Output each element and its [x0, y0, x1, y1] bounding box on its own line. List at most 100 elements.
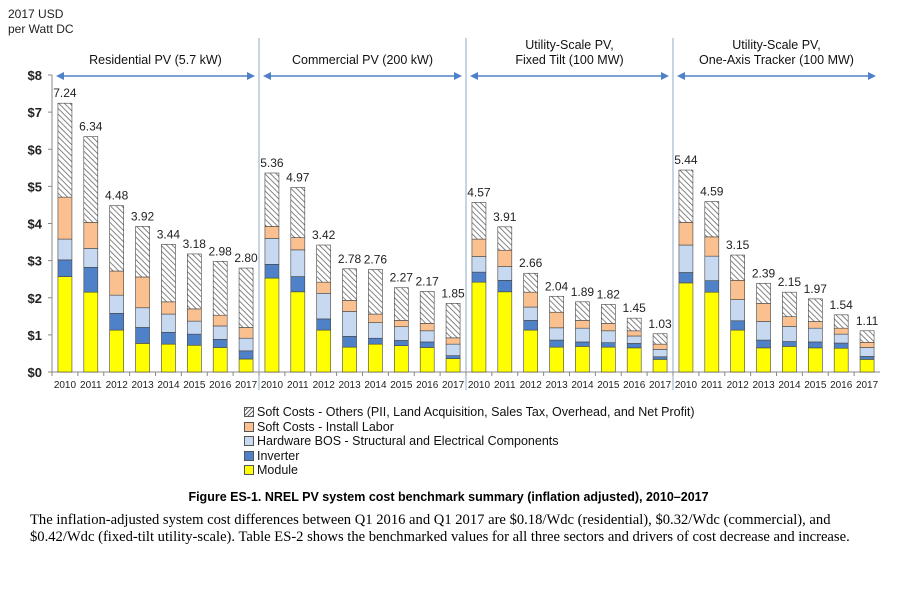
legend-item-others: Soft Costs - Others (PII, Land Acquisiti… — [244, 405, 694, 420]
bar-segment-module — [342, 346, 357, 373]
bar-segment-module — [704, 291, 720, 373]
group-title: Utility-Scale PV, — [732, 38, 820, 52]
bar-segment-others — [497, 226, 513, 251]
bar-segment-bos — [626, 335, 642, 344]
bar-segment-inverter — [238, 350, 254, 360]
x-tick-label: 2015 — [390, 380, 413, 391]
bar-segment-module — [264, 277, 280, 373]
bar-segment-module — [419, 347, 435, 373]
bar-segment-others — [626, 317, 642, 332]
data-label: 1.03 — [648, 317, 672, 331]
legend-item-bos: Hardware BOS - Structural and Electrical… — [244, 434, 694, 449]
bar-segment-module — [782, 346, 797, 373]
data-label: 3.91 — [493, 210, 517, 224]
x-tick-label: 2011 — [494, 380, 516, 391]
x-tick-label: 2010 — [468, 380, 491, 391]
bar-segment-labor — [575, 320, 590, 329]
bar-segment-labor — [419, 323, 435, 332]
bar-segment-module — [471, 281, 487, 373]
y-tick-label: $6 — [28, 142, 42, 157]
bar-segment-others — [445, 303, 461, 339]
bar-segment-labor — [626, 330, 642, 337]
bar-segment-labor — [264, 226, 280, 239]
bar-segment-others — [730, 254, 745, 281]
legend-item-module: Module — [244, 463, 694, 478]
bar-segment-inverter — [549, 339, 564, 348]
bar-segment-inverter — [575, 341, 590, 347]
bar-segment-inverter — [161, 331, 176, 345]
bar-segment-module — [808, 347, 823, 373]
bar-segment-others — [419, 291, 435, 324]
bar-segment-bos — [316, 292, 331, 320]
bar-segment-bos — [238, 337, 254, 352]
bar-segment-inverter — [57, 259, 73, 277]
arrow-left-icon — [56, 72, 64, 80]
data-label: 2.39 — [752, 266, 776, 280]
bar-segment-bos — [187, 320, 202, 335]
bar-segment-labor — [833, 327, 849, 335]
bar-segment-others — [57, 102, 73, 198]
group-title: Fixed Tilt (100 MW) — [515, 53, 623, 67]
group-title: Utility-Scale PV, — [525, 38, 613, 52]
bar-segment-labor — [368, 313, 383, 323]
group-title: Commercial PV (200 kW) — [292, 53, 433, 67]
legend-label: Module — [257, 463, 298, 477]
y-tick-label: $3 — [28, 254, 42, 269]
bar-segment-others — [808, 298, 823, 322]
bar-segment-bos — [161, 313, 176, 333]
y-tick-label: $4 — [28, 217, 43, 232]
bar-segment-inverter — [368, 337, 383, 345]
arrow-right-icon — [454, 72, 462, 80]
bar-segment-inverter — [626, 343, 642, 349]
data-label: 2.17 — [416, 274, 440, 288]
bar-segment-module — [601, 346, 616, 373]
data-label: 1.82 — [597, 287, 621, 301]
bar-segment-bos — [730, 299, 745, 322]
x-tick-label: 2012 — [106, 380, 129, 391]
data-label: 4.57 — [467, 185, 491, 199]
bar-segment-others — [549, 295, 564, 313]
x-tick-label: 2014 — [364, 380, 387, 391]
bar-segment-bos — [523, 306, 538, 321]
data-label: 2.04 — [545, 279, 569, 293]
bar-segment-inverter — [523, 320, 538, 331]
bar-segment-bos — [394, 326, 409, 341]
bar-segment-inverter — [316, 318, 331, 331]
y-tick-label: $2 — [28, 291, 42, 306]
bar-segment-others — [678, 169, 694, 223]
x-tick-label: 2016 — [416, 380, 439, 391]
bar-segment-module — [161, 343, 176, 373]
bar-segment-bos — [833, 333, 849, 344]
bar-segment-inverter — [471, 271, 487, 283]
bar-segment-bos — [135, 307, 150, 328]
data-label: 3.42 — [312, 228, 336, 242]
bar-segment-bos — [859, 347, 875, 357]
legend-label: Soft Costs - Others (PII, Land Acquisiti… — [257, 405, 695, 419]
x-tick-label: 2012 — [520, 380, 543, 391]
bar-segment-inverter — [730, 320, 745, 331]
legend-label: Soft Costs - Install Labor — [257, 419, 394, 434]
bar-segment-module — [57, 276, 73, 373]
arrow-left-icon — [263, 72, 271, 80]
x-tick-label: 2012 — [313, 380, 336, 391]
x-tick-label: 2014 — [571, 380, 594, 391]
bar-segment-others — [575, 301, 590, 321]
bar-segment-bos — [445, 343, 461, 356]
arrow-right-icon — [661, 72, 669, 80]
data-label: 2.98 — [209, 244, 233, 258]
bar-segment-inverter — [290, 276, 306, 293]
x-tick-label: 2013 — [752, 380, 775, 391]
x-tick-label: 2013 — [131, 380, 154, 391]
bar-segment-inverter — [782, 341, 797, 347]
bar-segment-labor — [445, 337, 461, 345]
bar-segment-others — [523, 272, 538, 293]
bar-segment-module — [135, 343, 150, 373]
data-label: 4.48 — [105, 189, 129, 203]
bar-segment-inverter — [394, 340, 409, 346]
data-label: 2.76 — [364, 253, 388, 267]
bar-segment-others — [238, 267, 254, 328]
data-label: 4.59 — [700, 185, 724, 199]
hatch-swatch-icon — [244, 407, 254, 418]
bar-segment-inverter — [83, 267, 99, 293]
bar-segment-bos — [652, 349, 668, 358]
